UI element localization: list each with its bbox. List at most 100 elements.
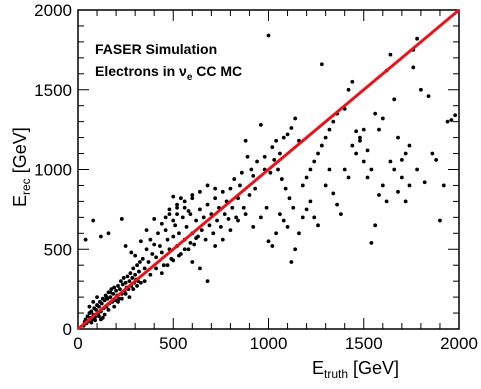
data-point bbox=[323, 135, 328, 140]
data-point bbox=[373, 223, 378, 228]
data-point bbox=[312, 159, 317, 164]
data-point bbox=[346, 87, 351, 92]
data-point bbox=[285, 132, 290, 137]
data-point bbox=[165, 263, 170, 268]
data-point bbox=[167, 207, 172, 212]
data-point bbox=[354, 129, 359, 134]
data-point bbox=[270, 145, 275, 150]
data-point bbox=[205, 279, 210, 284]
data-point bbox=[396, 135, 400, 140]
data-point bbox=[291, 205, 296, 210]
data-point bbox=[106, 231, 111, 236]
data-point bbox=[358, 135, 362, 140]
data-point bbox=[399, 175, 404, 180]
data-point bbox=[220, 189, 225, 194]
data-point bbox=[270, 244, 275, 248]
annotation-line-1: FASER Simulation bbox=[95, 41, 217, 57]
data-point bbox=[123, 292, 128, 296]
data-point bbox=[262, 154, 267, 159]
data-point bbox=[188, 240, 193, 245]
data-point bbox=[175, 212, 179, 217]
data-point bbox=[203, 237, 208, 242]
data-point bbox=[335, 202, 339, 207]
data-point bbox=[308, 167, 313, 172]
data-point bbox=[392, 97, 397, 102]
data-point bbox=[173, 223, 178, 228]
data-point bbox=[236, 218, 240, 223]
y-axis-title-unit: [GeV] bbox=[10, 127, 30, 178]
axis-ticks bbox=[77, 9, 460, 330]
data-point bbox=[316, 223, 320, 228]
data-point bbox=[188, 212, 193, 217]
data-point bbox=[93, 318, 98, 323]
data-point bbox=[111, 292, 116, 296]
data-point bbox=[251, 173, 256, 178]
data-point bbox=[129, 250, 134, 255]
data-point bbox=[388, 52, 393, 57]
data-point bbox=[354, 151, 359, 156]
data-point bbox=[104, 295, 109, 299]
data-point bbox=[163, 215, 168, 220]
y-tick-label: 1500 bbox=[34, 81, 72, 100]
data-point bbox=[285, 225, 290, 229]
data-point bbox=[239, 170, 244, 175]
data-point bbox=[114, 288, 118, 293]
data-point bbox=[278, 151, 282, 156]
data-point bbox=[407, 143, 412, 148]
data-point bbox=[161, 263, 166, 268]
data-point bbox=[108, 290, 113, 295]
data-point bbox=[148, 237, 153, 242]
annotation-line-2: Electrons in νe CC MC bbox=[95, 63, 242, 83]
data-point bbox=[377, 127, 381, 132]
data-point bbox=[289, 126, 294, 130]
data-point bbox=[192, 242, 197, 247]
data-point bbox=[87, 304, 92, 309]
data-point bbox=[226, 217, 231, 221]
x-axis-title-sub: truth bbox=[324, 367, 348, 381]
data-point bbox=[142, 266, 147, 271]
data-point bbox=[264, 205, 269, 210]
data-point bbox=[283, 186, 288, 191]
data-point bbox=[279, 177, 284, 181]
data-point bbox=[133, 253, 138, 258]
data-point bbox=[167, 212, 172, 217]
data-point bbox=[152, 217, 157, 221]
data-point bbox=[278, 212, 282, 217]
data-point bbox=[182, 199, 187, 204]
data-point bbox=[255, 159, 259, 164]
data-point bbox=[441, 183, 446, 188]
data-point bbox=[281, 135, 286, 140]
data-point bbox=[182, 205, 187, 210]
data-point bbox=[327, 127, 332, 132]
data-point bbox=[241, 205, 246, 210]
data-point bbox=[156, 231, 160, 236]
data-point bbox=[118, 279, 123, 284]
data-point bbox=[399, 158, 404, 162]
data-point bbox=[138, 260, 142, 264]
data-point bbox=[89, 309, 94, 314]
data-point bbox=[274, 138, 279, 143]
data-point bbox=[199, 228, 204, 233]
data-point bbox=[131, 287, 136, 292]
data-point bbox=[180, 215, 185, 220]
data-point bbox=[102, 298, 107, 303]
data-point bbox=[142, 279, 147, 284]
data-point bbox=[171, 194, 176, 199]
data-point bbox=[177, 253, 181, 258]
data-point bbox=[112, 304, 117, 309]
data-point bbox=[361, 159, 366, 164]
data-point bbox=[120, 282, 125, 287]
data-point bbox=[144, 228, 149, 233]
data-point bbox=[158, 244, 162, 248]
data-point bbox=[95, 295, 99, 299]
y-axis-title-main: E bbox=[10, 195, 30, 207]
x-tick-label: 1000 bbox=[250, 334, 288, 353]
annotation-nu-subscript: e bbox=[187, 72, 193, 83]
data-point bbox=[123, 244, 128, 248]
data-point bbox=[106, 307, 111, 312]
data-point bbox=[365, 148, 370, 153]
data-point bbox=[198, 207, 202, 212]
data-point bbox=[338, 212, 343, 217]
data-point bbox=[323, 183, 328, 188]
data-point bbox=[186, 209, 191, 213]
